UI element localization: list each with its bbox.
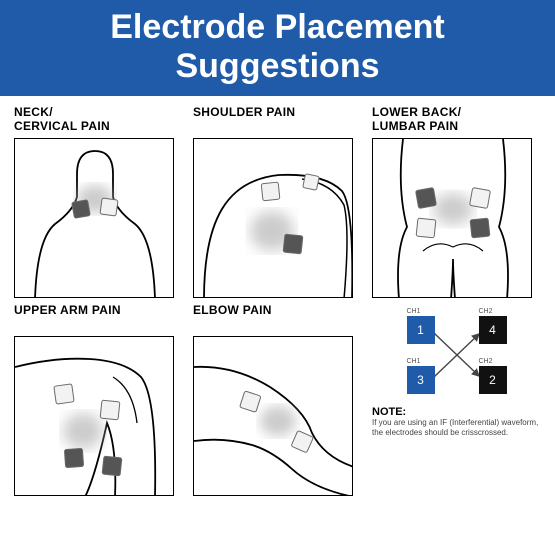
- panel-title: NECK/ CERVICAL PAIN: [14, 106, 183, 134]
- note-pad-4: 4: [479, 316, 507, 344]
- panel-lowerback: LOWER BACK/ LUMBAR PAIN: [372, 106, 541, 298]
- note-diagram: CH1 1 CH2 4 CH1 3 CH2 2: [397, 310, 517, 400]
- panel-illustration: [193, 138, 353, 298]
- panel-title: ELBOW PAIN: [193, 304, 362, 332]
- note-pad-1: 1: [407, 316, 435, 344]
- header-banner: Electrode Placement Suggestions: [0, 0, 555, 96]
- panel-illustration: [193, 336, 353, 496]
- panel-title: UPPER ARM PAIN: [14, 304, 183, 332]
- panel-illustration: [14, 138, 174, 298]
- panel-elbow: ELBOW PAIN: [193, 304, 362, 496]
- panel-upperarm: UPPER ARM PAIN: [14, 304, 183, 496]
- panel-illustration: [14, 336, 174, 496]
- panel-grid: NECK/ CERVICAL PAIN SHOULDER PAIN: [0, 96, 555, 504]
- ch-label: CH2: [479, 308, 493, 315]
- note-panel: CH1 1 CH2 4 CH1 3 CH2 2 NOTE: If you are…: [372, 304, 541, 496]
- ch-label: CH2: [479, 358, 493, 365]
- ch-label: CH1: [407, 358, 421, 365]
- panel-neck: NECK/ CERVICAL PAIN: [14, 106, 183, 298]
- page-title: Electrode Placement Suggestions: [0, 8, 555, 86]
- note-text: If you are using an IF (Interferential) …: [372, 418, 541, 438]
- panel-title: SHOULDER PAIN: [193, 106, 362, 134]
- panel-shoulder: SHOULDER PAIN: [193, 106, 362, 298]
- note-pad-2: 2: [479, 366, 507, 394]
- ch-label: CH1: [407, 308, 421, 315]
- panel-illustration: [372, 138, 532, 298]
- note-pad-3: 3: [407, 366, 435, 394]
- panel-title: LOWER BACK/ LUMBAR PAIN: [372, 106, 541, 134]
- title-line1: Electrode Placement: [110, 8, 444, 46]
- note-heading: NOTE:: [372, 406, 541, 418]
- title-line2: Suggestions: [175, 47, 379, 85]
